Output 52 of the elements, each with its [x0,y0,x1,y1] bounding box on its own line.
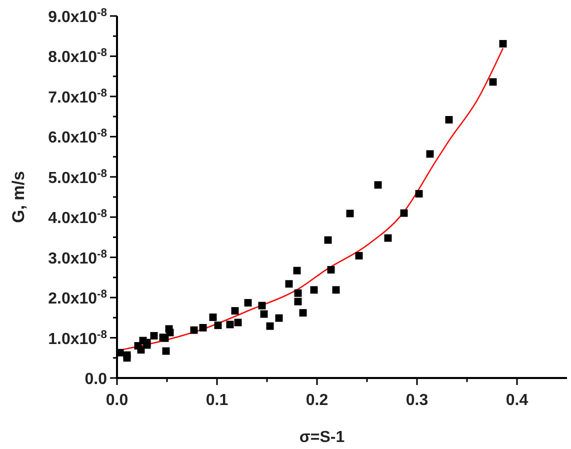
point [299,309,307,317]
point [310,286,318,294]
x-axis-title: σ=S-1 [299,429,345,446]
y-tick-label: 7.0x10$^{-8}$ [48,87,107,106]
point [199,324,207,332]
point [190,326,198,334]
point [258,302,266,310]
y-tick-label: 2.0x10$^{-8}$ [48,288,107,308]
point [355,252,363,260]
point [426,150,434,158]
point [150,332,158,340]
point [332,286,340,294]
point [231,307,239,315]
point [384,234,392,242]
y-tick-label: 8.0x10$^{-8}$ [48,47,107,66]
x-tick-label: 0.1 [206,392,228,409]
x-tick-label: 0.2 [306,392,328,409]
point [294,298,302,306]
y-axis-title: G, m/s [9,171,28,223]
x-tick-label: 0.4 [506,392,528,409]
point [143,341,151,349]
point [400,209,408,217]
point [209,314,217,322]
point [499,40,507,48]
point [445,116,453,124]
point [123,354,131,362]
point [266,322,274,330]
y-tick-label: 9.0x10$^{-8}$ [48,7,107,26]
point [327,266,335,274]
point [374,181,382,189]
point [324,236,332,244]
y-tick-label: 4.0x10$^{-8}$ [48,208,107,228]
y-tick-label: 1.0x10$^{-8}$ [48,328,107,348]
x-tick-label: 0.3 [406,392,428,409]
point [489,78,497,86]
point [293,266,301,274]
point [346,210,354,218]
point [116,348,124,356]
point [214,322,222,330]
point [166,328,174,336]
y-tick-label: 3.0x10$^{-8}$ [48,248,107,268]
y-tick-label: 6.0x10$^{-8}$ [48,128,107,147]
point [275,314,283,322]
y-tick-label: 5.0x10$^{-8}$ [48,168,107,187]
point [162,347,170,355]
point [260,310,268,318]
point [415,190,423,198]
y-tick-label: 0.0 [84,371,108,388]
point [285,280,293,288]
x-tick-label: 0.0 [106,392,128,409]
point [244,299,252,307]
point [294,289,302,297]
